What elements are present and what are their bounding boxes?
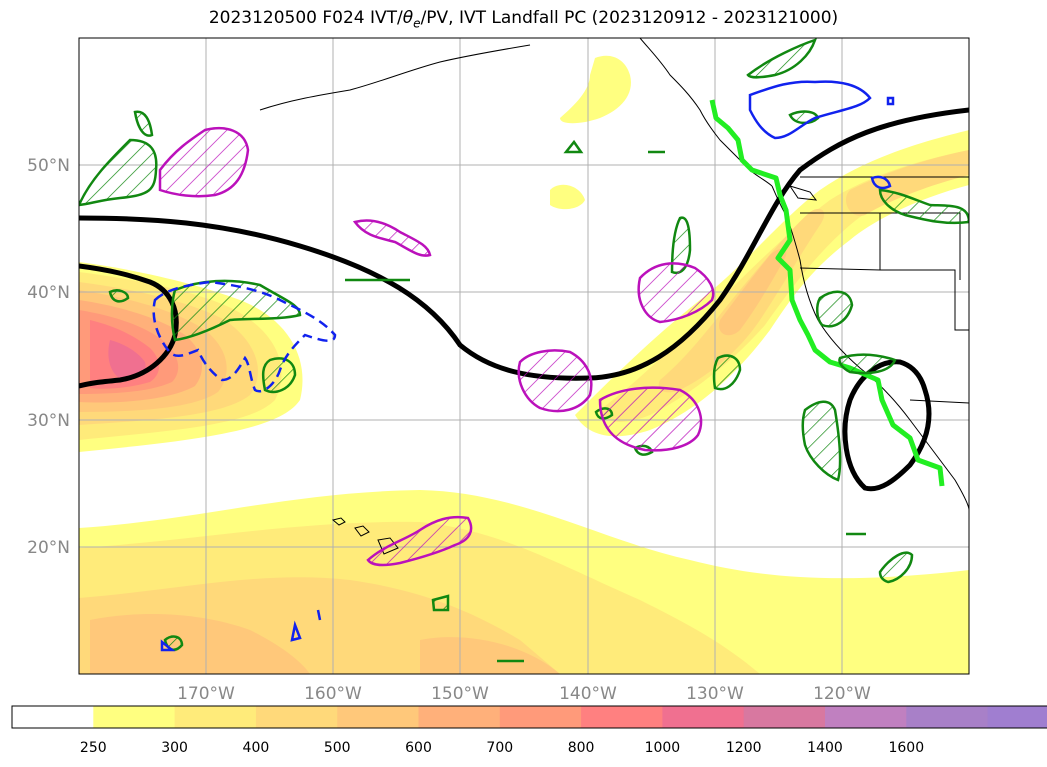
title-suffix: /PV, IVT Landfall PC (2023120912 - 20231… bbox=[420, 8, 839, 28]
colorbar-tick-label: 250 bbox=[80, 740, 107, 756]
ivt-band-500 bbox=[90, 614, 310, 674]
green-contour-nw2 bbox=[133, 110, 154, 137]
colorbar-segment bbox=[418, 706, 501, 728]
colorbar-tick-label: 1600 bbox=[888, 740, 924, 756]
latitude-labels: 50°N 40°N 30°N 20°N bbox=[27, 156, 70, 558]
colorbar-segment bbox=[12, 706, 94, 728]
state-border-3 bbox=[880, 269, 969, 331]
title-prefix: 2023120500 F024 IVT/ bbox=[208, 8, 403, 28]
figure-title: 2023120500 F024 IVT/θe/PV, IVT Landfall … bbox=[0, 8, 1047, 30]
colorbar: 250 300 400 500 600 700 800 1000 1200 1400 1600 bbox=[11, 705, 1047, 756]
magenta-contour-c1 bbox=[517, 349, 593, 413]
ivt-band-500b bbox=[420, 637, 560, 674]
colorbar-tick-label: 400 bbox=[243, 740, 270, 756]
lon-label: 160°W bbox=[304, 684, 362, 704]
lat-label: 30°N bbox=[27, 411, 70, 431]
colorbar-segment bbox=[337, 706, 419, 728]
plot-area bbox=[79, 38, 969, 674]
colorbar-tick-label: 500 bbox=[324, 740, 351, 756]
colorbar-segment bbox=[174, 706, 257, 728]
lat-label: 20°N bbox=[27, 538, 70, 558]
colorbar-tick-label: 1400 bbox=[807, 740, 843, 756]
green-contour-tri bbox=[563, 139, 584, 154]
colorbar-segment bbox=[662, 706, 745, 728]
green-contour-sw bbox=[878, 551, 914, 584]
green-contour-e3 bbox=[801, 400, 842, 482]
colorbar-tick-label: 700 bbox=[486, 740, 513, 756]
hawaii-1 bbox=[331, 517, 346, 526]
magenta-contour-nw bbox=[158, 126, 250, 198]
green-contour-nw bbox=[79, 138, 158, 207]
colorbar-segment bbox=[987, 706, 1047, 728]
blue-contour-coast bbox=[870, 175, 892, 190]
colorbar-segment bbox=[255, 706, 338, 728]
blue-contour-ne2 bbox=[886, 96, 895, 106]
title-theta-sub: e bbox=[413, 16, 421, 31]
magenta-contour-s bbox=[366, 515, 473, 567]
green-contour-e4 bbox=[838, 353, 897, 375]
state-border-1 bbox=[799, 212, 881, 271]
blue-contour-s1 bbox=[290, 620, 302, 642]
colorbar-tick-label: 1200 bbox=[726, 740, 762, 756]
blue-contour-s3 bbox=[160, 639, 176, 652]
ivt-ar-1000 bbox=[108, 340, 146, 380]
green-contour-w3 bbox=[108, 289, 130, 303]
lon-label: 140°W bbox=[559, 684, 617, 704]
lon-label: 150°W bbox=[431, 684, 489, 704]
magenta-contour-c2 bbox=[598, 386, 703, 452]
colorbar-tick-label: 800 bbox=[568, 740, 595, 756]
hawaii-2 bbox=[354, 525, 370, 537]
lat-label: 40°N bbox=[27, 283, 70, 303]
plot-frame bbox=[78, 37, 970, 675]
ivt-ar-east-coast bbox=[845, 150, 969, 216]
colorbar-tick-label: 300 bbox=[161, 740, 188, 756]
colorbar-segment bbox=[581, 706, 663, 728]
aleutians bbox=[259, 44, 531, 111]
blue-contour-dashed bbox=[152, 280, 337, 393]
magenta-contour-mid bbox=[637, 262, 715, 324]
black-contour-east bbox=[842, 359, 932, 492]
colorbar-segment bbox=[825, 706, 907, 728]
green-contour-e2 bbox=[816, 290, 854, 328]
colorbar-tick-label: 1000 bbox=[645, 740, 681, 756]
lon-label: 170°W bbox=[177, 684, 235, 704]
colorbar-outline bbox=[11, 705, 1047, 729]
colorbar-tick-label: 600 bbox=[405, 740, 432, 756]
green-contour-s1 bbox=[431, 594, 450, 612]
title-theta: θ bbox=[402, 8, 414, 28]
blue-contour-ne bbox=[748, 80, 872, 140]
blue-contours bbox=[152, 80, 895, 652]
green-contour-ne bbox=[746, 38, 817, 79]
mexico-border bbox=[909, 399, 969, 404]
ivt-patch-north bbox=[560, 55, 631, 124]
green-contour-e1 bbox=[712, 354, 742, 391]
vancouver-island bbox=[788, 185, 818, 201]
colorbar-segment bbox=[499, 706, 582, 728]
colorbar-segment bbox=[906, 706, 989, 728]
ivt-filled-contours bbox=[79, 55, 969, 674]
longitude-labels: 170°W 160°W 150°W 140°W 130°W 120°W bbox=[177, 684, 871, 704]
landfall-line bbox=[709, 99, 945, 487]
colorbar-segment bbox=[93, 706, 176, 728]
lon-label: 120°W bbox=[813, 684, 871, 704]
blue-contour-s2 bbox=[316, 609, 322, 621]
lon-label: 130°W bbox=[686, 684, 744, 704]
ivt-patch-north2 bbox=[550, 184, 585, 210]
lat-label: 50°N bbox=[27, 156, 70, 176]
colorbar-segment bbox=[743, 706, 826, 728]
magenta-contour-n bbox=[352, 219, 432, 257]
magenta-contours bbox=[158, 126, 715, 567]
